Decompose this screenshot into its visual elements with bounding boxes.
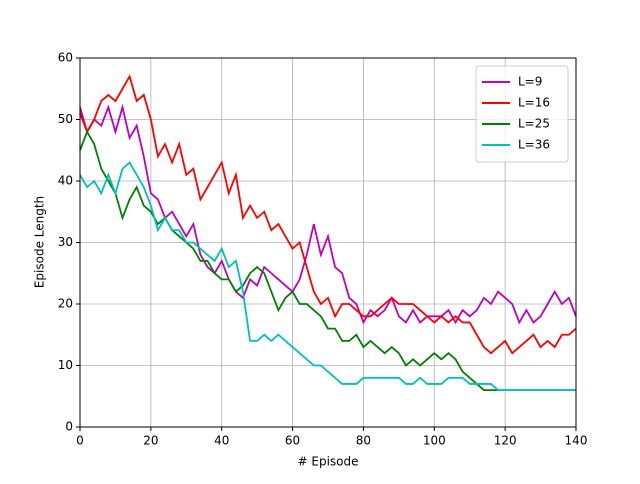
line-series (79, 74, 577, 355)
y-tick-label: 30 (58, 235, 73, 249)
y-tick-label: 10 (58, 358, 73, 372)
y-axis-label: Episode Length (33, 196, 47, 288)
x-tick-label: 20 (143, 434, 158, 448)
plot-frame (79, 57, 577, 428)
x-axis-label: # Episode (298, 455, 359, 469)
line-series (79, 161, 576, 391)
x-tick-label: 0 (76, 434, 84, 448)
y-tick-label: 0 (65, 420, 73, 434)
y-tick-label: 20 (58, 297, 73, 311)
y-tick-label: 60 (58, 51, 73, 65)
legend-label: L=16 (518, 96, 550, 110)
x-tick-label: 40 (214, 434, 229, 448)
y-tick-label: 40 (58, 174, 73, 188)
x-tick-label: 140 (565, 434, 588, 448)
legend-label: L=25 (518, 117, 550, 131)
x-tick-label: 80 (356, 434, 371, 448)
legend-label: L=36 (518, 138, 550, 152)
x-tick-label: 100 (423, 434, 446, 448)
x-tick-label: 120 (494, 434, 517, 448)
line-series (79, 129, 576, 391)
x-tick-label: 60 (285, 434, 300, 448)
line-series (79, 103, 577, 325)
legend-label: L=9 (518, 75, 542, 89)
y-tick-label: 50 (58, 112, 73, 126)
legend-box (475, 65, 569, 163)
